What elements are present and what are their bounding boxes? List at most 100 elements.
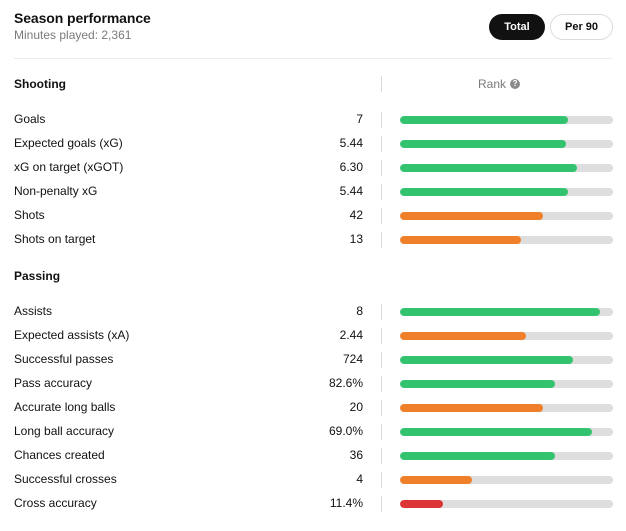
rank-bar-track	[400, 356, 613, 364]
rank-bar-fill	[400, 428, 592, 436]
column-divider	[381, 208, 382, 224]
per90-toggle-button[interactable]: Per 90	[550, 14, 613, 40]
rank-bar-track	[400, 500, 613, 508]
stat-label: Expected goals (xG)	[14, 136, 123, 150]
rank-bar-fill	[400, 404, 543, 412]
stat-row: Shots on target 13	[0, 228, 626, 252]
stat-value: 7	[356, 112, 363, 126]
rank-bar-fill	[400, 236, 522, 244]
stat-value: 6.30	[339, 160, 363, 174]
stat-value: 13	[349, 232, 363, 246]
rank-label: Rank	[478, 77, 507, 91]
stat-value: 4	[356, 472, 363, 486]
stat-row: Long ball accuracy 69.0%	[0, 420, 626, 444]
column-divider	[381, 232, 382, 248]
rank-bar-track	[400, 428, 613, 436]
stat-label: Shots on target	[14, 232, 96, 246]
column-divider	[381, 112, 382, 128]
column-divider	[381, 376, 382, 392]
rank-bar-fill	[400, 308, 601, 316]
stat-row: Successful passes 724	[0, 348, 626, 372]
rank-bar-track	[400, 164, 613, 172]
stat-value: 42	[349, 208, 363, 222]
rank-bar-track	[400, 332, 613, 340]
stat-label: xG on target (xGOT)	[14, 160, 124, 174]
column-divider	[381, 160, 382, 176]
stat-value: 724	[342, 352, 363, 366]
rank-bar-track	[400, 236, 613, 244]
rank-bar-fill	[400, 212, 543, 220]
stat-value: 69.0%	[328, 424, 363, 438]
stat-row: Pass accuracy 82.6%	[0, 372, 626, 396]
stat-label: Long ball accuracy	[14, 424, 115, 438]
rank-bar-track	[400, 452, 613, 460]
section-title-shooting: Shooting	[14, 77, 66, 91]
stat-label: Pass accuracy	[14, 376, 93, 390]
stat-row: xG on target (xGOT) 6.30	[0, 156, 626, 180]
column-divider	[381, 304, 382, 320]
rank-bar-fill	[400, 476, 473, 484]
column-divider	[381, 136, 382, 152]
rank-bar-fill	[400, 452, 556, 460]
stat-row: Accurate long balls 20	[0, 396, 626, 420]
rank-bar-fill	[400, 332, 526, 340]
stat-value: 5.44	[339, 184, 363, 198]
rank-bar-track	[400, 116, 613, 124]
info-icon[interactable]: ?	[510, 79, 521, 89]
stat-value: 36	[349, 448, 363, 462]
stat-label: Chances created	[14, 448, 105, 462]
stat-label: Successful crosses	[14, 472, 117, 486]
stat-value: 82.6%	[328, 376, 363, 390]
stat-row: Chances created 36	[0, 444, 626, 468]
rank-bar-fill	[400, 500, 443, 508]
rank-bar-track	[400, 188, 613, 196]
header: Season performance Minutes played: 2,361	[14, 10, 151, 42]
stat-label: Accurate long balls	[14, 400, 116, 414]
stat-label: Shots	[14, 208, 45, 222]
stat-row: Shots 42	[0, 204, 626, 228]
stat-row: Expected assists (xA) 2.44	[0, 324, 626, 348]
page-title: Season performance	[14, 10, 151, 26]
stat-value: 5.44	[339, 136, 363, 150]
total-toggle-button[interactable]: Total	[489, 14, 545, 40]
stat-row: Assists 8	[0, 300, 626, 324]
stat-label: Non-penalty xG	[14, 184, 98, 198]
stat-label: Cross accuracy	[14, 496, 97, 510]
section-title-passing: Passing	[14, 269, 61, 283]
stat-value: 8	[356, 304, 363, 318]
header-divider	[14, 58, 612, 59]
stat-row: Goals 7	[0, 108, 626, 132]
stat-value: 2.44	[339, 328, 363, 342]
rank-bar-fill	[400, 380, 556, 388]
rank-header: Rank ?	[478, 77, 521, 91]
rank-bar-fill	[400, 188, 569, 196]
column-divider	[381, 352, 382, 368]
column-divider	[381, 328, 382, 344]
stat-row: Expected goals (xG) 5.44	[0, 132, 626, 156]
rank-bar-track	[400, 212, 613, 220]
rank-bar-track	[400, 476, 613, 484]
column-divider	[381, 424, 382, 440]
column-divider	[381, 448, 382, 464]
rank-bar-track	[400, 380, 613, 388]
rank-bar-track	[400, 140, 613, 148]
column-divider	[381, 76, 382, 92]
rank-bar-fill	[400, 164, 577, 172]
stat-label: Expected assists (xA)	[14, 328, 130, 342]
rank-bar-fill	[400, 140, 567, 148]
rank-bar-track	[400, 308, 613, 316]
rank-bar-fill	[400, 356, 573, 364]
minutes-played: Minutes played: 2,361	[14, 28, 132, 42]
stat-label: Assists	[14, 304, 53, 318]
stat-row: Cross accuracy 11.4%	[0, 492, 626, 516]
stat-row: Non-penalty xG 5.44	[0, 180, 626, 204]
stat-label: Successful passes	[14, 352, 114, 366]
column-divider	[381, 184, 382, 200]
stat-value: 11.4%	[329, 496, 363, 510]
column-divider	[381, 496, 382, 512]
column-divider	[381, 472, 382, 488]
rank-bar-fill	[400, 116, 569, 124]
rank-bar-track	[400, 404, 613, 412]
column-divider	[381, 400, 382, 416]
stat-value: 20	[349, 400, 363, 414]
